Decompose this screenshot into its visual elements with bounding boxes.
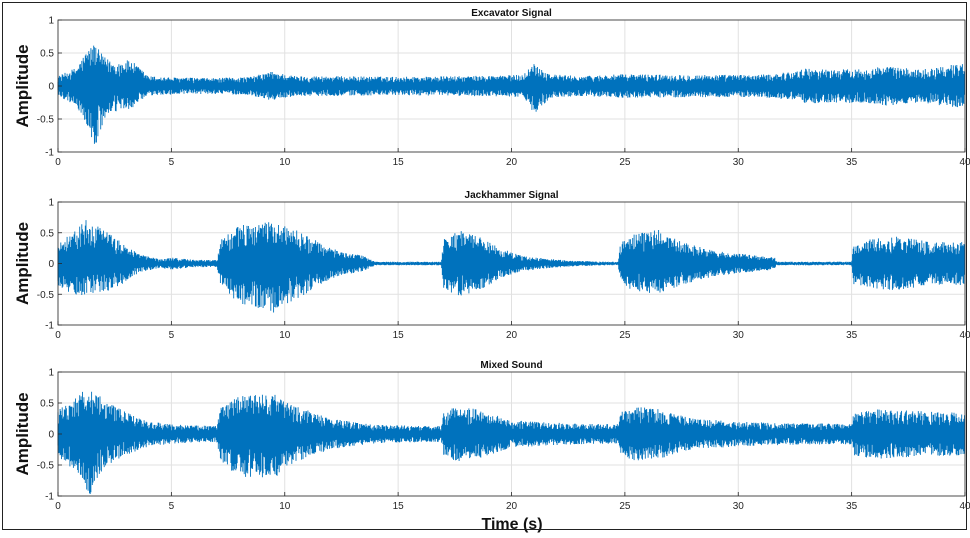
y-tick-label: -1 [45,492,54,503]
x-tick-label: 10 [279,157,291,168]
y-tick-label: 0.5 [40,49,54,60]
x-tick-label: 15 [393,330,405,341]
x-tick-label: 0 [55,157,61,168]
x-tick-label: 25 [619,157,631,168]
subplot-2: 0 5 10 15 20 25 30 35 40 1 0.5 0 -0.5 -1 Jackhammer Si… [13,190,970,341]
subplot-title: Jackhammer Signal [465,190,559,201]
x-tick-label: 15 [393,501,405,512]
x-tick-label: 25 [619,501,631,512]
x-tick-label: 20 [506,501,518,512]
y-tick-label: -1 [45,321,54,332]
x-tick-label: 30 [733,330,745,341]
x-tick-label: 35 [846,330,858,341]
x-tick-label: 40 [959,157,970,168]
x-tick-label: 5 [169,330,175,341]
x-tick-label: 10 [279,330,291,341]
y-tick-label: 1 [48,16,54,27]
x-tick-label: 20 [506,157,518,168]
y-tick-label: 1 [48,368,54,379]
x-tick-label: 30 [733,157,745,168]
y-axis-label: Amplitude [13,392,32,475]
y-axis-label: Amplitude [13,44,32,127]
y-tick-label: -0.5 [37,115,55,126]
subplot-title: Mixed Sound [480,360,542,371]
subplot-1: 0 5 10 15 20 25 30 35 40 1 0.5 0 -0.5 -1 Excavator Sig… [13,8,970,168]
y-tick-label: 1 [48,198,54,209]
x-tick-label: 10 [279,501,291,512]
subplot-3: 0 5 10 15 20 25 30 35 40 1 0.5 0 -0.5 -1 Mixed Sound Am… [13,360,970,512]
x-tick-label: 35 [846,501,858,512]
x-tick-label: 40 [959,501,970,512]
x-tick-label: 15 [393,157,405,168]
subplot-title: Excavator Signal [471,8,552,19]
x-tick-label: 20 [506,330,518,341]
y-tick-label: 0.5 [40,399,54,410]
x-axis-label: Time (s) [481,516,542,533]
x-tick-label: 5 [169,157,175,168]
y-tick-label: -0.5 [37,290,55,301]
x-tick-label: 0 [55,501,61,512]
x-tick-label: 40 [959,330,970,341]
y-tick-label: 0 [48,430,54,441]
y-axis-label: Amplitude [13,222,32,305]
x-tick-label: 35 [846,157,858,168]
x-tick-label: 25 [619,330,631,341]
x-tick-label: 0 [55,330,61,341]
x-tick-label: 5 [169,501,175,512]
y-tick-label: 0 [48,259,54,270]
y-tick-label: 0 [48,82,54,93]
y-tick-label: 0.5 [40,228,54,239]
x-tick-label: 30 [733,501,745,512]
y-tick-label: -0.5 [37,461,55,472]
y-tick-label: -1 [45,148,54,159]
